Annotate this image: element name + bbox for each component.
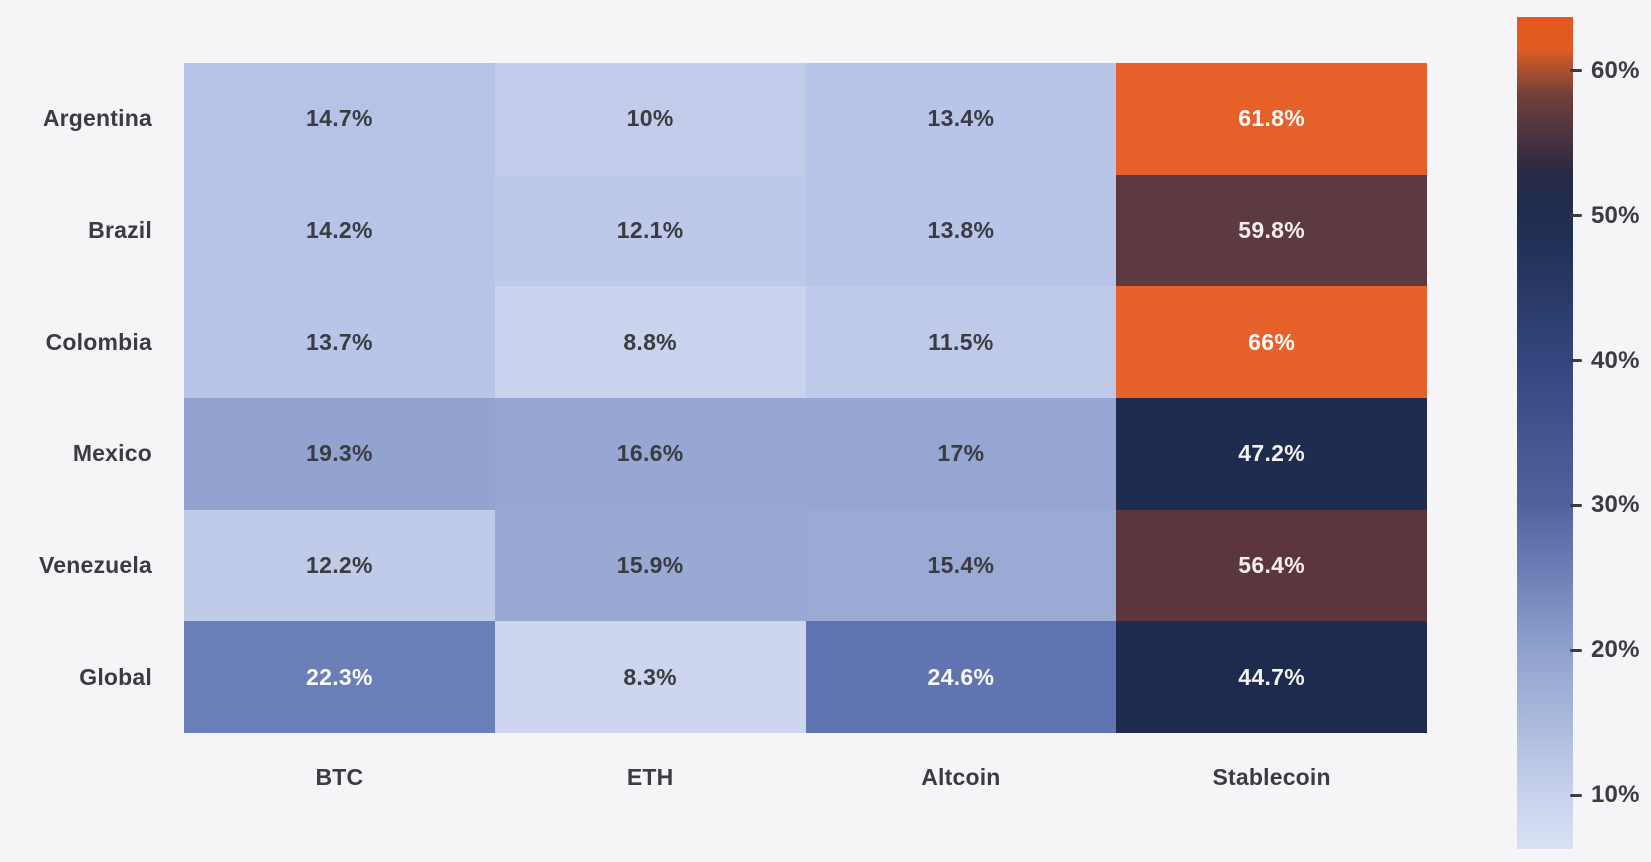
heatmap-cell: 14.7% xyxy=(184,63,495,175)
colorbar-tick-label: 50% xyxy=(1591,201,1640,229)
colorbar-tick-label: 20% xyxy=(1591,636,1640,664)
row-label: Venezuela xyxy=(38,551,152,578)
colorbar-tick-label: 60% xyxy=(1591,56,1640,84)
colorbar xyxy=(1517,17,1573,849)
heatmap-cell: 19.3% xyxy=(184,397,495,510)
heatmap-cell: 8.8% xyxy=(494,286,806,398)
column-label: Stablecoin xyxy=(1212,763,1331,790)
colorbar-tick-mark xyxy=(1570,793,1582,797)
row-labels: Argentina Brazil Colombia Mexico Venezuela Gl… xyxy=(0,63,152,733)
colorbar-tick-label: 40% xyxy=(1591,346,1640,374)
heatmap-grid: 14.7% 10% 13.4% 61.8% 14.2% 12.1% 13.8% 59.8% 13… xyxy=(184,63,1427,733)
heatmap-cell: 14.2% xyxy=(184,174,495,287)
colorbar-tick-mark xyxy=(1570,214,1582,218)
row-label: Colombia xyxy=(45,328,152,355)
heatmap-cell: 56.4% xyxy=(1116,509,1427,622)
row-label: Argentina xyxy=(42,105,152,132)
heatmap-cell: 24.6% xyxy=(805,621,1117,733)
heatmap-cell: 10% xyxy=(494,63,806,175)
column-label: ETH xyxy=(626,763,674,790)
heatmap-cell: 13.4% xyxy=(805,63,1117,175)
heatmap-cell: 15.4% xyxy=(805,509,1117,622)
heatmap-cell: 17% xyxy=(805,397,1117,510)
row-label: Global xyxy=(79,663,152,690)
heatmap-cell: 61.8% xyxy=(1116,63,1427,175)
row-label: Brazil xyxy=(88,216,152,243)
heatmap-cell: 12.2% xyxy=(184,509,495,622)
heatmap-cell: 15.9% xyxy=(494,509,806,622)
colorbar-tick-mark xyxy=(1570,503,1582,507)
colorbar-tick-label: 10% xyxy=(1591,781,1640,809)
colorbar-tick-mark xyxy=(1570,69,1582,73)
heatmap-cell: 47.2% xyxy=(1116,397,1427,510)
colorbar-tick-mark xyxy=(1570,648,1582,652)
heatmap-cell: 13.7% xyxy=(184,286,495,398)
colorbar-tick-mark xyxy=(1570,359,1582,363)
column-labels: BTC ETH Altcoin Stablecoin xyxy=(184,741,1427,813)
heatmap-cell: 59.8% xyxy=(1116,174,1427,287)
row-label: Mexico xyxy=(72,440,152,467)
heatmap-cell: 11.5% xyxy=(805,286,1117,398)
column-label: BTC xyxy=(315,763,364,790)
column-label: Altcoin xyxy=(921,763,1001,790)
heatmap-cell: 8.3% xyxy=(494,621,806,733)
heatmap-cell: 13.8% xyxy=(805,174,1117,287)
heatmap-cell: 44.7% xyxy=(1116,621,1427,733)
heatmap-cell: 22.3% xyxy=(184,621,495,733)
heatmap-cell: 12.1% xyxy=(494,174,806,287)
colorbar-tick-label: 30% xyxy=(1591,491,1640,519)
heatmap-cell: 66% xyxy=(1116,286,1427,398)
heatmap-cell: 16.6% xyxy=(494,397,806,510)
